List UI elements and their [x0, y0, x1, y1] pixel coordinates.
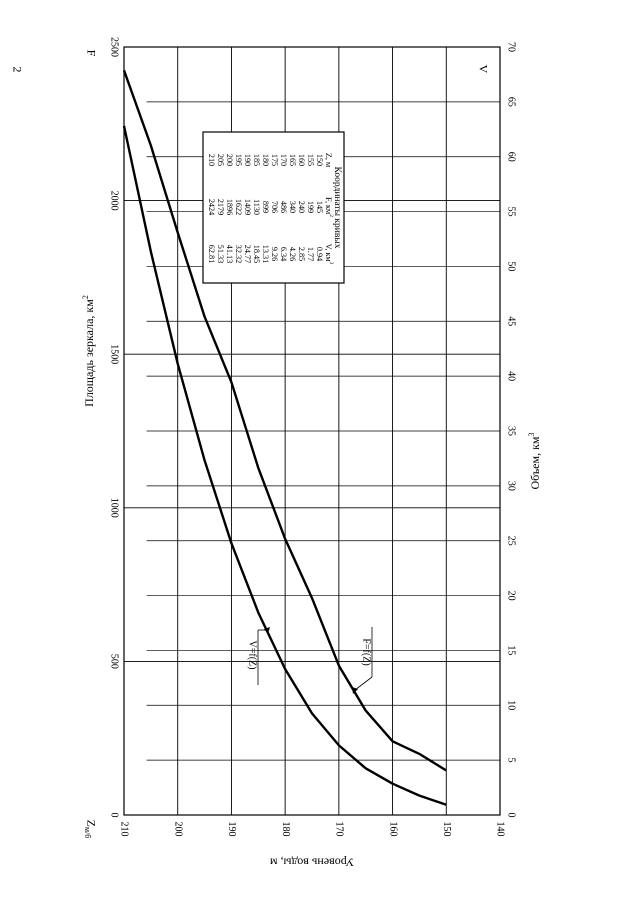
z-axis-label-subscript: м/б	[83, 827, 92, 838]
tick-labels: 210 200 190 180 170 160 150 1400500100015002000…	[109, 37, 517, 837]
arrow-v-of-z	[264, 627, 270, 634]
volume-axis-title: Объем, км3	[527, 432, 542, 489]
tick-label-volume: 0	[506, 813, 517, 818]
tick-label-volume: 70	[506, 42, 517, 52]
tick-label-volume: 25	[506, 536, 517, 546]
table-cell: 240	[297, 201, 306, 213]
volume-axis-end-label: V	[476, 65, 490, 74]
series-f-of-z	[122, 69, 447, 772]
table-cell: 195	[234, 154, 243, 166]
arrow-f-of-z	[352, 687, 358, 694]
tick-label-volume: 50	[506, 261, 517, 271]
table-cell: 13.31	[261, 245, 270, 263]
tick-label-volume: 45	[506, 316, 517, 326]
table-cell: 706	[270, 201, 279, 213]
series-v-of-z	[122, 125, 447, 806]
table-cell: 2179	[216, 199, 225, 215]
tick-label-z: 140	[495, 822, 506, 837]
table-cell: 340	[288, 201, 297, 213]
tick-label-volume: 40	[506, 371, 517, 381]
table-cell: 899	[261, 201, 270, 213]
table-header: F, км2	[324, 197, 334, 217]
axis-titles: F V Zм/б Площадь зеркала, км2 Объем, км3 Уров…	[81, 50, 542, 870]
table-header-sup: 2	[328, 214, 334, 217]
table-cell: 1130	[252, 199, 261, 215]
tick-label-area: 1500	[109, 344, 120, 364]
tick-label-volume: 10	[506, 700, 517, 710]
table-cell: 175	[270, 154, 279, 166]
table-cell: 1896	[225, 199, 234, 215]
table-cell: 155	[306, 154, 315, 166]
table-border	[202, 131, 345, 284]
table-cell: 486	[279, 201, 288, 213]
table-cell: 210	[207, 154, 216, 166]
table-cell: 200	[225, 154, 234, 166]
tick-label-z: 150	[441, 822, 452, 837]
table-cell: 6.34	[279, 247, 288, 261]
tick-label-volume: 30	[506, 481, 517, 491]
table-cell: 205	[216, 154, 225, 166]
tick-label-area: 2500	[109, 37, 120, 57]
table-header-sup: 3	[328, 262, 334, 265]
area-axis-title-sup: 2	[81, 295, 90, 299]
plot-frame	[123, 46, 501, 816]
table-cell: 185	[252, 154, 261, 166]
leader-f-of-z	[354, 676, 373, 691]
tick-label-volume: 55	[506, 207, 517, 217]
area-axis-end-label: F	[84, 50, 98, 57]
table-cell: 41.13	[225, 245, 234, 263]
z-axis-title: Уровень воды, м	[269, 855, 354, 869]
table-cell: 180	[261, 154, 270, 166]
tick-label-volume: 15	[506, 645, 517, 655]
tick-label-z: 190	[226, 822, 237, 837]
tick-label-z: 170	[334, 822, 345, 837]
tick-label-z: 160	[387, 822, 398, 837]
tick-label-volume: 65	[506, 97, 517, 107]
table-cell: 9.26	[270, 247, 279, 261]
table-header: V, км3	[324, 244, 334, 265]
table-cell: 2424	[207, 199, 216, 215]
table-cell: 145	[315, 201, 324, 213]
table-cell: 0.94	[315, 247, 324, 261]
volume-axis-title-sup: 3	[527, 432, 536, 436]
tick-label-area: 500	[109, 654, 120, 669]
label-f-of-z: F=f(Z)	[361, 638, 372, 665]
series-layer	[122, 69, 447, 806]
tick-label-z: 200	[172, 822, 183, 837]
table-title: Координаты кривых	[332, 167, 342, 249]
table-cell: 199	[306, 201, 315, 213]
table-cell: 165	[288, 154, 297, 166]
table-cell: 4.26	[288, 247, 297, 261]
table-header: Z, м	[324, 153, 333, 167]
table-cell: 24.77	[243, 245, 252, 263]
table-cell: 150	[315, 154, 324, 166]
z-axis-label: Zм/б	[83, 820, 98, 839]
table-cell: 1.77	[306, 247, 315, 261]
table-cell: 1622	[234, 199, 243, 215]
table-cell: 18.45	[252, 245, 261, 263]
tick-label-area: 2000	[109, 191, 120, 211]
tick-label-volume: 60	[506, 152, 517, 162]
tick-label-volume: 5	[506, 758, 517, 763]
tick-label-volume: 20	[506, 591, 517, 601]
tick-label-area: 0	[109, 813, 120, 818]
table-cell: 160	[297, 154, 306, 166]
table-cell: 190	[243, 154, 252, 166]
tick-label-z: 180	[280, 822, 291, 837]
table-cell: 2.85	[297, 247, 306, 261]
table-cell: 62.81	[207, 245, 216, 263]
label-v-of-z: V=f(Z)	[247, 641, 258, 670]
curve-annotations: F=f(Z) V=f(Z)	[247, 627, 373, 694]
tick-label-volume: 35	[506, 426, 517, 436]
table-cell: 170	[279, 154, 288, 166]
plot-border	[123, 46, 501, 816]
tick-label-area: 1000	[109, 498, 120, 518]
area-axis-title: Площадь зеркала, км2	[81, 295, 96, 407]
table-cell: 51.33	[216, 245, 225, 263]
table-cell: 32.32	[234, 245, 243, 263]
table-cell: 1409	[243, 199, 252, 215]
tick-label-z: 210	[119, 822, 130, 837]
